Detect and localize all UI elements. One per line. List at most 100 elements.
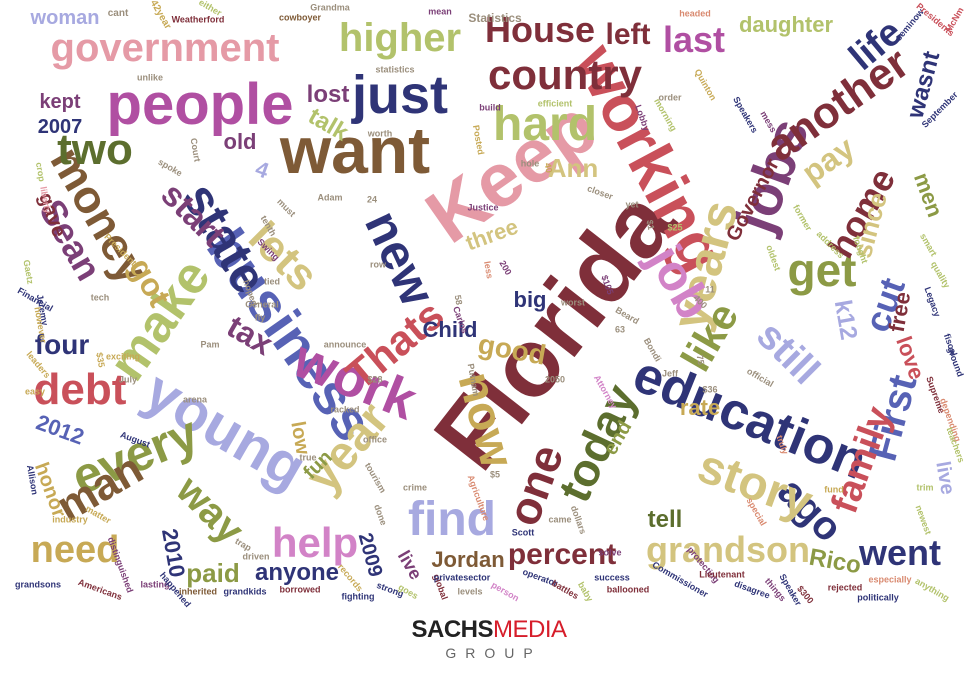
cloud-word: easy	[24, 386, 46, 397]
cloud-word: Americans	[76, 576, 124, 603]
logo-group-text: GROUP	[445, 645, 542, 661]
cloud-word: lost	[306, 81, 350, 108]
cloud-word: four	[34, 329, 90, 360]
cloud-word: 11	[705, 284, 715, 295]
cloud-word: cant	[107, 8, 129, 19]
cloud-word: smart	[917, 231, 939, 258]
cloud-word: grandkids	[223, 586, 267, 597]
cloud-word: unlike	[136, 72, 164, 83]
cloud-word: debt	[33, 365, 127, 414]
cloud-word: two	[57, 125, 133, 174]
cloud-word: 200	[497, 258, 514, 277]
cloud-word: came	[548, 514, 572, 525]
cloud-word: driven	[242, 551, 270, 562]
cloud-word: want	[279, 113, 431, 187]
cloud-word: $1	[644, 219, 657, 231]
cloud-word: percent	[507, 538, 617, 571]
cloud-word: tell	[647, 506, 683, 533]
cloud-word: low	[286, 419, 314, 457]
cloud-word: must	[275, 196, 298, 219]
cloud-word: arena	[182, 394, 208, 405]
cloud-word: Weatherford	[171, 14, 225, 25]
cloud-word: ground	[945, 345, 966, 379]
cloud-word: Scott	[511, 527, 535, 538]
cloud-word: help	[271, 519, 359, 566]
cloud-word: statistics	[375, 64, 415, 75]
cloud-word: July	[118, 374, 138, 385]
cloud-word: Jeff	[661, 368, 679, 379]
cloud-word: order	[658, 92, 682, 103]
cloud-word: k12	[828, 297, 863, 342]
cloud-word: Pam	[200, 339, 220, 350]
cloud-word: worth	[367, 128, 393, 139]
cloud-word: Quinton	[692, 67, 719, 103]
cloud-word: need	[30, 529, 120, 571]
cloud-word: 63	[614, 324, 626, 335]
cloud-word: trim	[916, 482, 934, 493]
cloud-word: teachers	[944, 425, 967, 464]
cloud-word: quality	[928, 259, 953, 290]
cloud-word: Rico	[807, 543, 864, 580]
cloud-word: government	[50, 26, 280, 70]
cloud-word: country	[487, 51, 643, 98]
cloud-word: 2009	[353, 530, 387, 580]
cloud-word: racked	[330, 404, 360, 415]
cloud-word: crime	[402, 482, 428, 493]
cloud-word: levels	[457, 586, 483, 597]
logo-media-text: MEDIA	[493, 616, 567, 643]
cloud-word: 2012	[32, 409, 88, 450]
cloud-word: industry	[52, 514, 88, 525]
cloud-word: records	[335, 561, 365, 594]
cloud-word: privatesector	[433, 572, 491, 583]
cloud-word: daughter	[738, 12, 834, 37]
cloud-word: $28	[367, 374, 383, 385]
cloud-word: spoke	[156, 156, 185, 179]
cloud-word: person	[489, 579, 521, 604]
cloud-word: Gaetz	[21, 258, 36, 285]
cloud-word: done	[372, 503, 389, 527]
cloud-word: 2007	[37, 116, 83, 138]
cloud-word: exciting	[105, 351, 141, 362]
cloud-word: 40	[542, 162, 555, 174]
cloud-word: old	[223, 129, 257, 154]
cloud-word: hole	[520, 158, 540, 169]
cloud-word: paid	[186, 558, 240, 588]
cloud-word: higher	[338, 16, 462, 60]
cloud-word: left	[605, 18, 651, 51]
cloud-word: oldest	[764, 243, 783, 272]
cloud-word: $25	[667, 222, 683, 233]
cloud-word: 2050	[544, 374, 566, 385]
cloud-word: battles	[550, 577, 581, 602]
cloud-word: fly	[254, 312, 266, 323]
cloud-word: woman	[30, 7, 100, 29]
cloud-word: mean	[428, 6, 452, 17]
cloud-word: free	[883, 289, 916, 334]
cloud-word: build	[479, 102, 501, 113]
cloud-word: headed	[679, 8, 711, 19]
cloud-word: get	[787, 244, 857, 296]
cloud-word: cowboyer	[278, 12, 322, 23]
sachs-media-group-logo: SACHSMEDIA GROUP	[0, 616, 978, 662]
cloud-word: General	[245, 299, 279, 310]
cloud-word: inherited	[178, 586, 218, 597]
word-cloud: Florida Keep working want people business educ…	[15, 0, 967, 609]
cloud-word: Justice	[467, 202, 499, 213]
cloud-word: last	[662, 19, 726, 60]
cloud-word: Statistics	[468, 11, 522, 25]
cloud-word: 24	[366, 194, 378, 205]
cloud-word: solve	[598, 547, 622, 558]
cloud-word: Ann	[547, 153, 599, 183]
cloud-word: hard	[492, 98, 598, 151]
cloud-word: anyone	[254, 559, 340, 586]
cloud-word: 4	[252, 155, 273, 184]
cloud-word: live	[393, 546, 427, 584]
cloud-word: true	[299, 452, 317, 463]
cloud-word: rate	[679, 395, 721, 420]
cloud-word: 75	[694, 354, 707, 366]
cloud-word: especially	[868, 574, 912, 585]
cloud-word: Lieutenant	[699, 569, 745, 580]
cloud-word: grandson	[645, 529, 811, 570]
cloud-word: borrowed	[279, 584, 321, 595]
cloud-word: kept	[39, 91, 81, 113]
cloud-word: announce	[323, 339, 367, 350]
